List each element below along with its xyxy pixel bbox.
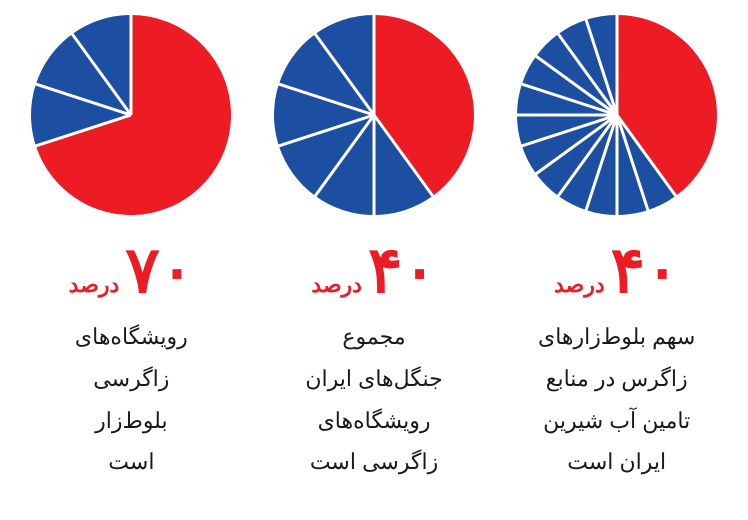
caption-right-line-4: است <box>75 441 188 483</box>
stat-right-number: ۷۰ <box>125 238 194 302</box>
stat-left: ۴۰ درصد <box>554 238 679 302</box>
caption-center-line-3: رویشگاه‌های <box>305 400 442 442</box>
pie-left-svg <box>512 10 722 220</box>
panel-center: ۴۰ درصد مجموع جنگل‌های ایران رویشگاه‌های… <box>264 10 484 483</box>
stat-right-unit: درصد <box>69 272 120 298</box>
panel-left: ۴۰ درصد سهم بلوط‌زارهای زاگرس در منابع ت… <box>507 10 727 483</box>
pie-center-svg <box>269 10 479 220</box>
caption-left-line-2: زاگرس در منابع <box>538 358 695 400</box>
caption-center-line-4: زاگرسی است <box>305 441 442 483</box>
caption-left: سهم بلوط‌زارهای زاگرس در منابع تامین آب … <box>538 316 695 483</box>
caption-left-line-1: سهم بلوط‌زارهای <box>538 316 695 358</box>
stat-left-unit: درصد <box>554 272 605 298</box>
panel-right: ۷۰ درصد رویشگاه‌های زاگرسی بلوط‌زار است <box>21 10 241 483</box>
pie-center <box>269 10 479 220</box>
caption-center-line-1: مجموع <box>305 316 442 358</box>
caption-right-line-2: زاگرسی <box>75 358 188 400</box>
caption-left-line-3: تامین آب شیرین <box>538 400 695 442</box>
stat-right: ۷۰ درصد <box>69 238 194 302</box>
pie-right-svg <box>26 10 236 220</box>
pie-right <box>26 10 236 220</box>
caption-left-line-4: ایران است <box>538 441 695 483</box>
caption-right: رویشگاه‌های زاگرسی بلوط‌زار است <box>75 316 188 483</box>
caption-right-line-1: رویشگاه‌های <box>75 316 188 358</box>
chart-row: ۷۰ درصد رویشگاه‌های زاگرسی بلوط‌زار است … <box>0 0 748 493</box>
stat-center: ۴۰ درصد <box>311 238 436 302</box>
stat-center-unit: درصد <box>311 272 362 298</box>
pie-left <box>512 10 722 220</box>
caption-center-line-2: جنگل‌های ایران <box>305 358 442 400</box>
stat-center-number: ۴۰ <box>368 238 437 302</box>
stat-left-number: ۴۰ <box>611 238 680 302</box>
caption-center: مجموع جنگل‌های ایران رویشگاه‌های زاگرسی … <box>305 316 442 483</box>
caption-right-line-3: بلوط‌زار <box>75 400 188 442</box>
